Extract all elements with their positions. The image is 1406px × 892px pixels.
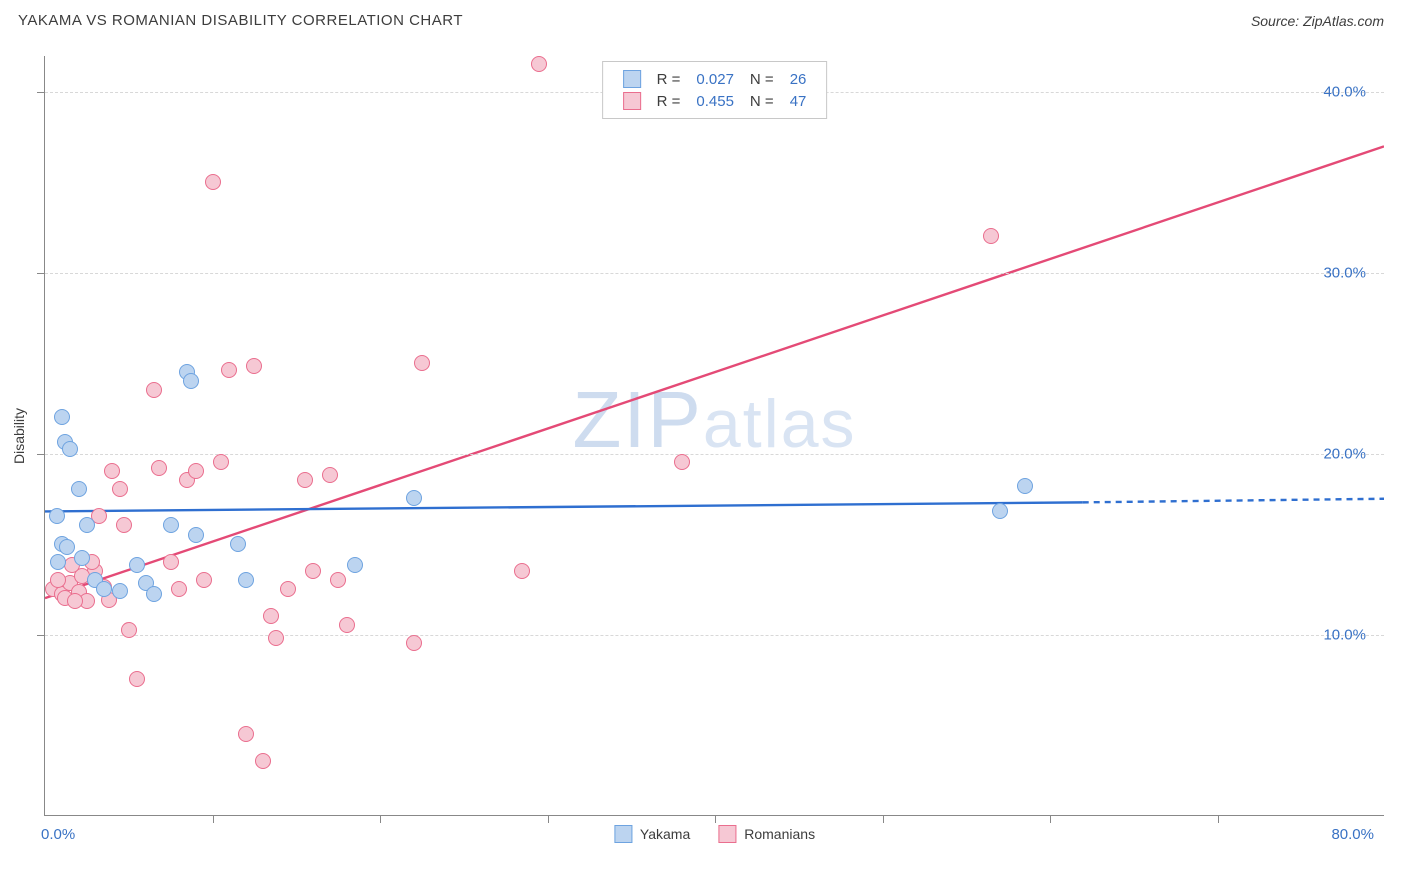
data-point <box>305 563 321 579</box>
data-point <box>96 581 112 597</box>
data-point <box>171 581 187 597</box>
scatter-chart: Disability ZIPatlas 10.0%20.0%30.0%40.0%… <box>44 56 1384 816</box>
data-point <box>183 373 199 389</box>
yakama-swatch <box>614 825 632 843</box>
data-point <box>339 617 355 633</box>
data-point <box>406 490 422 506</box>
data-point <box>67 593 83 609</box>
chart-title: YAKAMA VS ROMANIAN DISABILITY CORRELATIO… <box>18 12 463 29</box>
data-point <box>205 174 221 190</box>
x-axis-max-label: 80.0% <box>1331 826 1374 843</box>
data-point <box>146 382 162 398</box>
data-point <box>322 467 338 483</box>
data-point <box>238 726 254 742</box>
data-point <box>74 550 90 566</box>
legend-item-yakama: Yakama <box>614 825 690 843</box>
data-point <box>414 355 430 371</box>
data-point <box>49 508 65 524</box>
data-point <box>163 554 179 570</box>
data-point <box>116 517 132 533</box>
data-point <box>531 56 547 72</box>
data-point <box>62 441 78 457</box>
data-point <box>50 572 66 588</box>
series-legend: Yakama Romanians <box>614 825 815 843</box>
data-point <box>213 454 229 470</box>
data-point <box>406 635 422 651</box>
y-axis-label: Disability <box>11 407 27 463</box>
data-point <box>104 463 120 479</box>
data-point <box>268 630 284 646</box>
y-tick-label: 20.0% <box>1323 446 1366 463</box>
data-point <box>112 481 128 497</box>
yakama-swatch <box>623 70 641 88</box>
data-point <box>59 539 75 555</box>
data-point <box>238 572 254 588</box>
data-point <box>347 557 363 573</box>
data-point <box>983 228 999 244</box>
data-point <box>196 572 212 588</box>
watermark: ZIPatlas <box>572 374 856 466</box>
data-point <box>121 622 137 638</box>
y-tick-label: 40.0% <box>1323 84 1366 101</box>
data-point <box>188 463 204 479</box>
data-point <box>112 583 128 599</box>
data-point <box>146 586 162 602</box>
data-point <box>246 358 262 374</box>
legend-row-yakama: R = 0.027 N = 26 <box>615 68 815 90</box>
source-attribution: Source: ZipAtlas.com <box>1251 13 1384 29</box>
data-point <box>230 536 246 552</box>
data-point <box>151 460 167 476</box>
data-point <box>71 481 87 497</box>
data-point <box>263 608 279 624</box>
legend-item-romanians: Romanians <box>718 825 815 843</box>
trend-lines <box>45 56 1384 815</box>
correlation-legend: R = 0.027 N = 26 R = 0.455 N = 47 <box>602 61 828 119</box>
data-point <box>280 581 296 597</box>
romanians-swatch <box>718 825 736 843</box>
data-point <box>54 409 70 425</box>
data-point <box>221 362 237 378</box>
data-point <box>514 563 530 579</box>
data-point <box>992 503 1008 519</box>
data-point <box>255 753 271 769</box>
data-point <box>163 517 179 533</box>
data-point <box>330 572 346 588</box>
data-point <box>79 517 95 533</box>
data-point <box>1017 478 1033 494</box>
data-point <box>50 554 66 570</box>
y-tick-label: 30.0% <box>1323 265 1366 282</box>
data-point <box>297 472 313 488</box>
y-tick-label: 10.0% <box>1323 627 1366 644</box>
romanians-swatch <box>623 92 641 110</box>
data-point <box>129 557 145 573</box>
data-point <box>674 454 690 470</box>
legend-row-romanians: R = 0.455 N = 47 <box>615 90 815 112</box>
data-point <box>129 671 145 687</box>
x-axis-min-label: 0.0% <box>41 826 75 843</box>
data-point <box>188 527 204 543</box>
